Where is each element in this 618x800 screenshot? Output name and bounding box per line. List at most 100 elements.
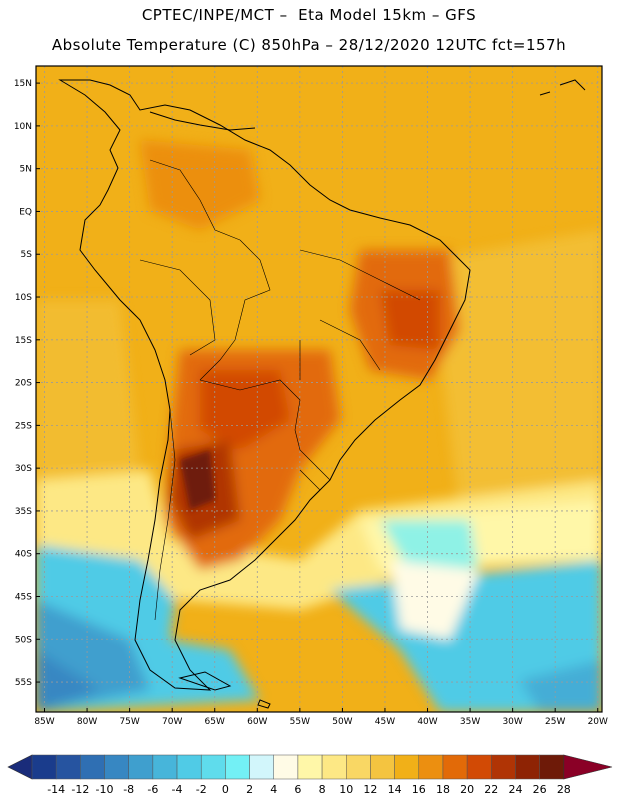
latitude-label: 15N [14, 79, 32, 89]
border-colombia-venezuela [149, 159, 241, 241]
longitude-label: 65W [205, 717, 225, 727]
latitude-label: 25S [15, 421, 32, 431]
title-line-2: Absolute Temperature (C) 850hPa – 28/12/… [51, 36, 567, 54]
atlantic-warm-zone [430, 230, 602, 520]
title-line-1: CPTEC/INPE/MCT – Eta Model 15km – GFS [141, 6, 477, 24]
colorbar-label: -14 [47, 783, 65, 796]
border-peru-bolivia [139, 259, 216, 356]
longitude-label: 20W [588, 717, 608, 727]
longitude-label: 25W [545, 717, 565, 727]
longitude-label: 75W [119, 717, 139, 727]
colorbar-label: 12 [363, 783, 377, 796]
colorbar-segment [321, 754, 347, 780]
longitude-label: 55W [290, 717, 310, 727]
temperature-field [36, 66, 602, 712]
longitude-label: 70W [162, 717, 182, 727]
coastlines [58, 79, 586, 709]
latitude-label: 10N [14, 122, 32, 132]
border-uruguay [299, 469, 321, 501]
colorbar-segment [104, 754, 129, 780]
colorbar-segment [539, 754, 565, 780]
extreme-hot-core [180, 450, 215, 510]
latitude-label: 5N [20, 165, 32, 175]
mild-belt [36, 470, 602, 610]
colorbar-segment [273, 754, 299, 780]
very-hot-core-northeast [380, 290, 440, 350]
longitude-axis: 85W 80W 75W 70W 65W 60W 55W 50W 45W 40W 35W 30W 25W 2… [34, 708, 608, 727]
border-argentina-chile [154, 409, 176, 621]
latitude-label: 35S [15, 507, 32, 517]
colorbar-label: 14 [388, 783, 402, 796]
colorbar-left-arrow [7, 754, 33, 780]
colorbar-segment [466, 754, 492, 780]
colorbar-segment [80, 754, 105, 780]
very-hot-core-1 [200, 370, 290, 450]
colorbar-segment [346, 754, 371, 780]
colorbar-label: 26 [533, 783, 547, 796]
falklands [257, 699, 271, 709]
colorbar-segment [249, 754, 274, 780]
colorbar-segment [152, 754, 178, 780]
latitude-label: 55S [15, 678, 32, 688]
cold-patch-atlantic [520, 660, 602, 712]
latitude-label: 45S [15, 592, 32, 602]
latitude-label: 5S [21, 250, 33, 260]
colorbar-segment [128, 754, 154, 780]
colorbar-label: -6 [147, 783, 158, 796]
pale-patch-atlantic [390, 560, 480, 640]
caribbean-coast [149, 111, 256, 131]
longitude-label: 45W [375, 717, 395, 727]
colorbar-label: 28 [557, 783, 571, 796]
colorbar-label: -4 [172, 783, 183, 796]
colorbar-label: -8 [123, 783, 134, 796]
colorbar-segment [515, 754, 540, 780]
longitude-label: 30W [502, 717, 522, 727]
colorbar-label: 20 [460, 783, 474, 796]
latitude-label: EQ [19, 207, 32, 217]
colorbar-segment [394, 754, 420, 780]
colorbar-label: 8 [319, 783, 326, 796]
colorbar-label: 24 [508, 783, 522, 796]
colorbar-segment [31, 754, 57, 780]
colorbar-label: 16 [412, 783, 426, 796]
colorbar-segment [370, 754, 395, 780]
longitude-label: 50W [332, 717, 352, 727]
colorbar-segment [491, 754, 516, 780]
pacific-warm-zone [36, 300, 140, 480]
colorbar-right-arrow [563, 754, 613, 780]
longitude-label: 35W [460, 717, 480, 727]
latitude-label: 15S [15, 336, 32, 346]
map-frame [35, 65, 603, 713]
border-brazil-west [199, 239, 271, 381]
border-brazil-states [299, 249, 421, 380]
colorbar-label: 18 [436, 783, 450, 796]
latitude-axis: 15N 10N 5N EQ 5S 10S 15S 20S 25S 30S 35S 40S 45S 50S 5… [14, 79, 40, 688]
colorbar-label: -10 [96, 783, 114, 796]
colorbar-label: 4 [270, 783, 277, 796]
colorbar-label: 6 [294, 783, 301, 796]
country-borders [139, 159, 421, 621]
border-argentina-brazil [294, 429, 331, 481]
colorbar-label: 10 [339, 783, 353, 796]
colorbar-label: -2 [196, 783, 207, 796]
south-america-coastline [58, 79, 471, 691]
longitude-label: 40W [417, 717, 437, 727]
colorbar-segment [200, 754, 226, 780]
colorbar-label: 2 [246, 783, 253, 796]
colorbar-segment [225, 754, 250, 780]
colorbar-segment [442, 754, 468, 780]
latitude-label: 20S [15, 379, 32, 389]
colorbar: -14 -12 -10 -8 -6 -4 -2 0 2 4 6 8 10 12 14 16 18 20 22 24 26… [7, 754, 613, 796]
colorbar-segment [176, 754, 202, 780]
caribbean-islands [539, 79, 586, 96]
latitude-label: 10S [15, 293, 32, 303]
latitude-label: 30S [15, 464, 32, 474]
latitude-label: 40S [15, 550, 32, 560]
latitude-label: 50S [15, 635, 32, 645]
colorbar-segment [418, 754, 444, 780]
border-bolivia-paraguay [199, 379, 301, 431]
colorbar-segment [297, 754, 323, 780]
colorbar-segment [55, 754, 81, 780]
longitude-label: 85W [34, 717, 54, 727]
